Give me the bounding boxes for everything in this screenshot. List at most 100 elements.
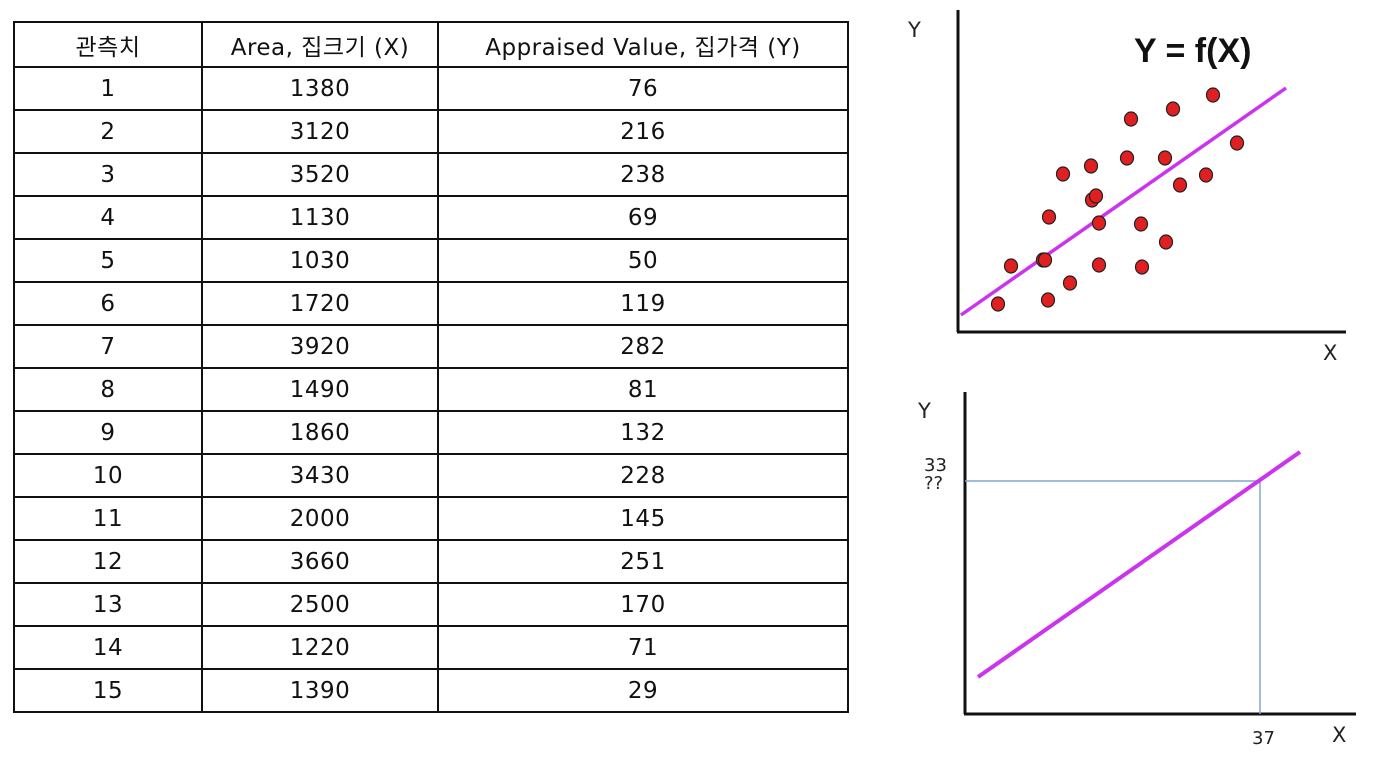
observation-cell: 11 <box>13 496 203 541</box>
observation-cell: 3 <box>13 152 203 197</box>
appraised-value-cell: 69 <box>437 195 849 240</box>
regression-line <box>959 86 1288 317</box>
area-cell: 1220 <box>201 625 439 670</box>
scatter-point <box>1062 275 1078 291</box>
y-axis-label: Y <box>917 399 931 423</box>
scatter-point <box>990 296 1006 312</box>
table-row: 9 1860 132 <box>13 410 849 455</box>
scatter-point <box>1123 111 1139 127</box>
table-row: 13 2500 170 <box>13 582 849 627</box>
observation-cell: 7 <box>13 324 203 369</box>
header-observation: 관측치 <box>13 21 203 68</box>
appraised-value-cell: 170 <box>437 582 849 627</box>
scatter-point <box>1091 215 1107 231</box>
scatter-point <box>1041 209 1057 225</box>
scatter-plot: Y X Y = f(X) <box>900 0 1370 370</box>
scatter-point <box>1158 234 1174 250</box>
area-cell: 1030 <box>201 238 439 283</box>
scatter-point <box>1165 101 1181 117</box>
appraised-value-cell: 132 <box>437 410 849 455</box>
appraised-value-cell: 29 <box>437 668 849 713</box>
area-cell: 3660 <box>201 539 439 584</box>
appraised-value-cell: 251 <box>437 539 849 584</box>
table-row: 8 1490 81 <box>13 367 849 412</box>
scatter-point <box>1119 150 1135 166</box>
area-cell: 3430 <box>201 453 439 498</box>
y-value-label: 33 <box>924 455 947 476</box>
table-row: 4 1130 69 <box>13 195 849 240</box>
x-axis-label: X <box>1323 341 1337 365</box>
y-unknown-label: ?? <box>924 473 943 494</box>
appraised-value-cell: 282 <box>437 324 849 369</box>
observation-cell: 5 <box>13 238 203 283</box>
area-cell: 1390 <box>201 668 439 713</box>
table-row: 5 1030 50 <box>13 238 849 283</box>
observation-cell: 1 <box>13 66 203 111</box>
observation-cell: 6 <box>13 281 203 326</box>
appraised-value-cell: 238 <box>437 152 849 197</box>
scatter-point <box>1083 158 1099 174</box>
data-table: 관측치 Area, 집크기 (X) Appraised Value, 집가격 (… <box>13 21 849 713</box>
area-cell: 2500 <box>201 582 439 627</box>
table-row: 12 3660 251 <box>13 539 849 584</box>
scatter-point <box>1003 258 1019 274</box>
table-row: 15 1390 29 <box>13 668 849 713</box>
table-body: 1 1380 76 2 3120 216 3 3520 238 4 1130 69 5 1030 50 6 17… <box>13 66 849 713</box>
table-row: 7 3920 282 <box>13 324 849 369</box>
area-cell: 3520 <box>201 152 439 197</box>
appraised-value-cell: 81 <box>437 367 849 412</box>
appraised-value-cell: 216 <box>437 109 849 154</box>
table-row: 6 1720 119 <box>13 281 849 326</box>
table-header-row: 관측치 Area, 집크기 (X) Appraised Value, 집가격 (… <box>13 21 849 68</box>
scatter-point <box>1091 257 1107 273</box>
y-axis-label: Y <box>907 18 921 42</box>
formula-label: Y = f(X) <box>1134 32 1251 70</box>
scatter-point <box>1088 188 1104 204</box>
prediction-plot-svg: Y X 33 ?? 37 <box>917 392 1356 749</box>
table-row: 10 3430 228 <box>13 453 849 498</box>
area-cell: 1490 <box>201 367 439 412</box>
scatter-point <box>1229 135 1245 151</box>
area-cell: 3120 <box>201 109 439 154</box>
observation-cell: 15 <box>13 668 203 713</box>
area-cell: 1380 <box>201 66 439 111</box>
header-appraised-value: Appraised Value, 집가격 (Y) <box>437 21 849 68</box>
scatter-point <box>1198 167 1214 183</box>
observation-cell: 12 <box>13 539 203 584</box>
table-row: 3 3520 238 <box>13 152 849 197</box>
scatter-plot-svg: Y X Y = f(X) <box>907 10 1346 365</box>
appraised-value-cell: 228 <box>437 453 849 498</box>
observation-cell: 8 <box>13 367 203 412</box>
header-area: Area, 집크기 (X) <box>201 21 439 68</box>
scatter-point <box>1134 259 1150 275</box>
scatter-point <box>1157 150 1173 166</box>
scatter-point <box>1037 252 1053 268</box>
appraised-value-cell: 71 <box>437 625 849 670</box>
x-value-label: 37 <box>1252 728 1275 749</box>
observation-cell: 2 <box>13 109 203 154</box>
scatter-point <box>1040 292 1056 308</box>
area-cell: 3920 <box>201 324 439 369</box>
prediction-plot: Y X 33 ?? 37 <box>900 380 1370 750</box>
observation-cell: 10 <box>13 453 203 498</box>
area-cell: 1720 <box>201 281 439 326</box>
table-row: 11 2000 145 <box>13 496 849 541</box>
scatter-point <box>1133 216 1149 232</box>
appraised-value-cell: 145 <box>437 496 849 541</box>
scatter-point <box>1055 166 1071 182</box>
table-row: 14 1220 71 <box>13 625 849 670</box>
regression-line <box>976 450 1302 679</box>
x-axis-label: X <box>1332 723 1346 747</box>
table-row: 1 1380 76 <box>13 66 849 111</box>
observation-cell: 9 <box>13 410 203 455</box>
appraised-value-cell: 76 <box>437 66 849 111</box>
appraised-value-cell: 119 <box>437 281 849 326</box>
scatter-point <box>1172 177 1188 193</box>
observation-cell: 4 <box>13 195 203 240</box>
scatter-points <box>990 87 1245 312</box>
table-row: 2 3120 216 <box>13 109 849 154</box>
observation-cell: 14 <box>13 625 203 670</box>
observation-cell: 13 <box>13 582 203 627</box>
area-cell: 1860 <box>201 410 439 455</box>
scatter-point <box>1205 87 1221 103</box>
